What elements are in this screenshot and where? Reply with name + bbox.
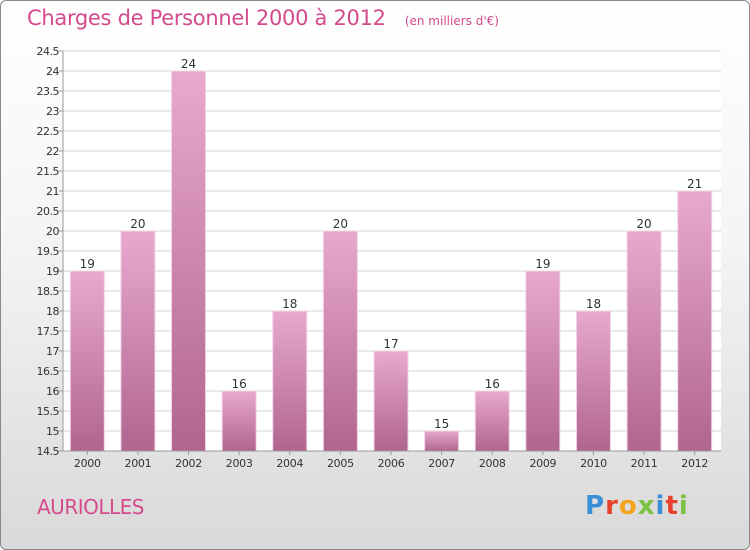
y-tick-label: 23.5 [37,85,60,98]
bar-2002 [171,70,207,452]
logo-letter: x [637,491,656,521]
y-tick-label: 14.5 [37,445,60,458]
x-tick-label: 2006 [378,457,405,470]
y-tick-label: 18 [46,305,59,318]
logo-letter: o [618,491,638,521]
y-tick-label: 20.5 [37,205,60,218]
logo-letter: P [585,491,606,521]
logo-letter: t [665,491,679,521]
bar-2011 [626,230,662,452]
y-tick-label: 24 [46,65,59,78]
y-tick-label: 24.5 [37,45,60,58]
y-tick-label: 16.5 [37,365,60,378]
x-tick-label: 2002 [175,457,202,470]
bar-2012 [677,190,713,452]
bar-2008 [474,390,510,452]
bar-value-label: 20 [333,217,348,231]
bar-value-label: 16 [485,377,500,391]
x-tick-label: 2009 [529,457,556,470]
bar-2000 [69,270,105,452]
bar-2004 [272,310,308,452]
chart-header: Charges de Personnel 2000 à 2012 (en mil… [27,6,499,30]
y-tick-label: 21 [46,185,59,198]
bar-2006 [373,350,409,452]
bar-value-label: 15 [434,417,449,431]
logo-letter: i [678,491,689,521]
bar-value-label: 24 [181,57,196,71]
bar-value-label: 19 [535,257,550,271]
x-tick-label: 2012 [681,457,708,470]
x-tick-label: 2008 [479,457,506,470]
x-tick-label: 2001 [125,457,152,470]
bar-value-label: 21 [687,177,702,191]
logo-letter: i [655,491,666,521]
bar-2010 [575,310,611,452]
x-axis-ticks: 2000 2001 2002 2003 2004 2005 2006 2007 2008 2009… [74,451,708,470]
bar-2009 [525,270,561,452]
y-tick-label: 17 [46,345,59,358]
bar-2001 [120,230,156,452]
y-axis-ticks: 14.5 15 15.5 16 16.5 17 17.5 18 18.5 19 19.5 20 20.5… [37,45,63,458]
y-tick-label: 16 [46,385,59,398]
y-tick-label: 17.5 [37,325,60,338]
x-tick-label: 2000 [74,457,101,470]
bar-2003 [221,390,257,452]
y-tick-label: 21.5 [37,165,60,178]
y-tick-label: 22.5 [37,125,60,138]
y-tick-label: 20 [46,225,59,238]
y-tick-label: 15 [46,425,59,438]
x-tick-label: 2003 [226,457,253,470]
bar-value-label: 20 [636,217,651,231]
bar-value-label: 20 [130,217,145,231]
bar-value-label: 18 [586,297,601,311]
bar-value-label: 18 [282,297,297,311]
bar-value-label: 16 [232,377,247,391]
proxiti-logo[interactable]: Proxiti [585,491,689,521]
y-tick-label: 19.5 [37,245,60,258]
commune-name: AURIOLLES [37,495,144,519]
bars: 19 20 24 16 18 20 17 15 16 19 18 20 21 [69,57,713,452]
bar-value-label: 17 [383,337,398,351]
y-tick-label: 19 [46,265,59,278]
bar-2007 [424,430,460,452]
y-tick-label: 15.5 [37,405,60,418]
x-tick-label: 2007 [428,457,455,470]
bar-2005 [322,230,358,452]
logo-letter: r [605,491,619,521]
x-tick-label: 2004 [276,457,303,470]
y-tick-label: 18.5 [37,285,60,298]
x-tick-label: 2005 [327,457,354,470]
bar-value-label: 19 [80,257,95,271]
y-tick-label: 23 [46,105,59,118]
x-tick-label: 2011 [631,457,658,470]
y-tick-label: 22 [46,145,59,158]
chart-title: Charges de Personnel 2000 à 2012 [27,6,386,30]
x-tick-label: 2010 [580,457,607,470]
chart-unit: (en milliers d'€) [404,14,499,28]
